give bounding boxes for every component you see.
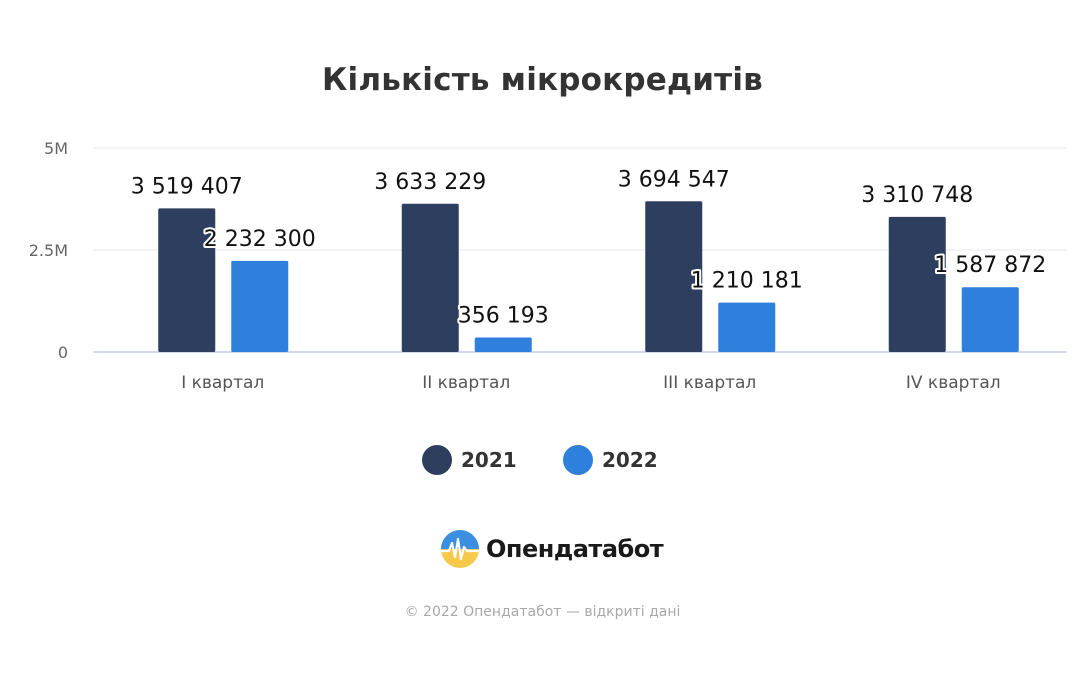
bar-chart: 0 2.5M 5M 3 519 407 2 232 300 I квартал 3 633 … bbox=[29, 139, 1067, 393]
data-label-2022-1: 2 232 300 bbox=[204, 227, 316, 252]
bar-2022-1 bbox=[231, 260, 289, 352]
data-label-2021-4: 3 310 748 bbox=[861, 183, 973, 208]
copyright-footer: © 2022 Опендатабот — відкриті дані bbox=[404, 604, 681, 620]
legend-label-2022: 2022 bbox=[602, 448, 658, 472]
chart-legend: 2021 2022 bbox=[0, 443, 1085, 477]
brand-name: Опендатабот bbox=[486, 535, 664, 563]
data-label-2022-3: 1 210 181 bbox=[691, 269, 803, 294]
bar-2022-4 bbox=[961, 287, 1019, 352]
legend-item-2021[interactable]: 2021 bbox=[422, 443, 517, 477]
legend-swatch-2022 bbox=[563, 445, 593, 475]
bar-2022-3 bbox=[718, 302, 776, 352]
legend-swatch-2021 bbox=[422, 445, 452, 475]
data-label-2021-2: 3 633 229 bbox=[374, 170, 486, 195]
data-label-2021-3: 3 694 547 bbox=[618, 167, 730, 192]
y-tick-label: 5M bbox=[44, 139, 68, 158]
brand-logo[interactable]: Опендатабот bbox=[440, 527, 664, 571]
legend-label-2021: 2021 bbox=[461, 448, 517, 472]
y-tick-label: 0 bbox=[58, 343, 68, 362]
bar-2021-2 bbox=[401, 203, 459, 352]
legend-item-2022[interactable]: 2022 bbox=[563, 443, 658, 477]
data-label-2021-1: 3 519 407 bbox=[131, 174, 243, 199]
x-category-label: II квартал bbox=[422, 373, 510, 393]
x-category-label: I квартал bbox=[181, 373, 264, 393]
data-label-2022-2: 356 193 bbox=[458, 303, 549, 328]
x-category-label: III квартал bbox=[663, 373, 756, 393]
data-label-2022-4: 1 587 872 bbox=[934, 253, 1046, 278]
bar-2021-3 bbox=[645, 201, 703, 352]
opendatabot-logo-icon bbox=[441, 530, 479, 568]
bar-2022-2 bbox=[474, 337, 532, 352]
chart-title: Кількість мікрокредитів bbox=[322, 62, 763, 98]
bar-2021-4 bbox=[888, 216, 946, 352]
y-tick-label: 2.5M bbox=[29, 241, 68, 260]
bar-2021-1 bbox=[158, 208, 216, 352]
x-category-label: IV квартал bbox=[906, 373, 1001, 393]
